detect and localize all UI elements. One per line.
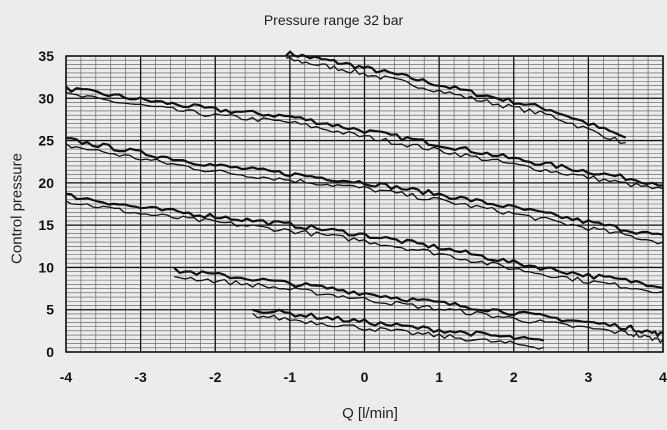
- y-tick-label: 30: [38, 90, 54, 106]
- series-line-6: [252, 308, 544, 342]
- series-line-3: [66, 137, 664, 236]
- y-tick-label: 20: [38, 175, 54, 191]
- series-line-2: [65, 85, 664, 187]
- y-tick-label: 15: [38, 217, 54, 233]
- series-line-4: [65, 192, 664, 289]
- x-tick-label: -3: [134, 369, 147, 385]
- plot-frame: [65, 55, 664, 353]
- plot-border: [65, 55, 664, 353]
- y-tick-label: 0: [46, 344, 54, 360]
- x-tick-label: 1: [435, 369, 443, 385]
- x-tick-label: 0: [361, 369, 369, 385]
- series-line-6: [252, 312, 544, 350]
- x-tick-label: -4: [60, 369, 73, 385]
- series-line-5: [174, 275, 664, 344]
- x-tick-label: -1: [284, 369, 297, 385]
- x-tick-label: 3: [584, 369, 592, 385]
- y-tick-label: 5: [46, 302, 54, 318]
- x-tick-label: 2: [510, 369, 518, 385]
- series-group: [65, 50, 664, 350]
- y-tick-label: 10: [38, 259, 54, 275]
- chart-title: Pressure range 32 bar: [263, 12, 404, 28]
- y-tick-label: 25: [38, 133, 54, 149]
- series-line-1: [286, 56, 626, 145]
- series-line-1: [285, 50, 627, 139]
- series-line-5: [173, 267, 664, 337]
- x-tick-label: -2: [209, 369, 222, 385]
- x-axis-label: Q [l/min]: [342, 405, 398, 422]
- y-tick-labels: 0 5 10 15 20 25 30 35: [38, 48, 54, 360]
- series-line-3: [65, 143, 664, 245]
- x-tick-labels: -4 -3 -2 -1 0 1 2 3 4: [60, 369, 667, 385]
- series-line-2: [65, 91, 664, 190]
- y-tick-label: 35: [38, 48, 54, 64]
- y-axis-label: Control pressure: [8, 153, 26, 264]
- x-tick-label: 4: [659, 369, 667, 385]
- series-line-4: [65, 200, 664, 294]
